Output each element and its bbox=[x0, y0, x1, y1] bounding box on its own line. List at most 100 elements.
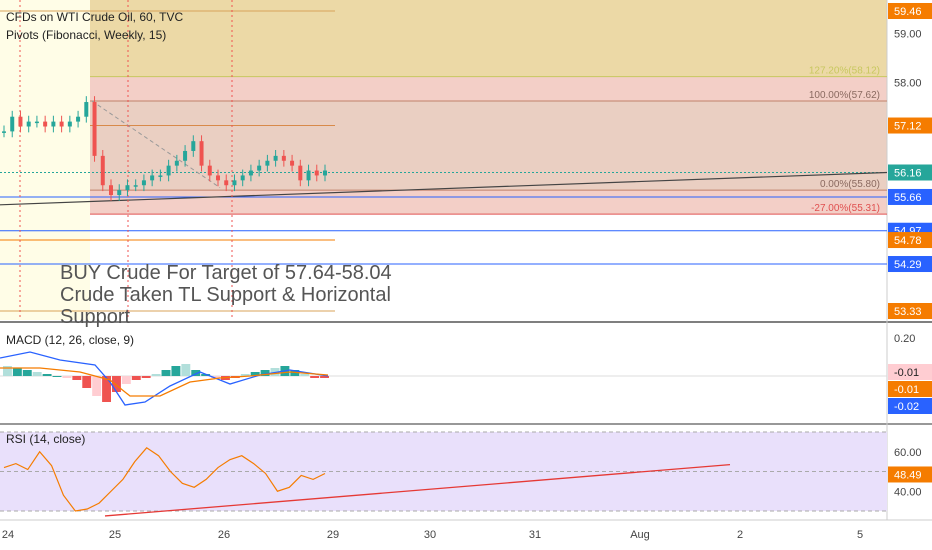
macd-histogram-bar bbox=[62, 376, 72, 378]
time-tick-2: 26 bbox=[218, 529, 230, 541]
pivot-zone-r2 bbox=[90, 0, 887, 77]
macd-badge-2-bg bbox=[888, 398, 932, 414]
fib-inner-zone bbox=[90, 101, 887, 191]
price-badge-3-bg bbox=[888, 188, 932, 205]
macd-histogram-bar bbox=[260, 370, 270, 376]
candle-body bbox=[43, 121, 48, 127]
candle-body bbox=[240, 175, 245, 181]
macd-histogram-bar bbox=[240, 374, 250, 376]
candle-body bbox=[18, 116, 23, 127]
candle-body bbox=[26, 121, 31, 127]
fib-label-1: 100.00%(57.62) bbox=[809, 90, 880, 101]
macd-badge-1-bg bbox=[888, 381, 932, 397]
macd-badge-0: -0.01 bbox=[894, 367, 919, 379]
rsi-tick-60: 60.00 bbox=[894, 447, 922, 459]
price-badge-7: 53.33 bbox=[894, 306, 922, 318]
macd-histogram-bar bbox=[121, 376, 131, 384]
candle-body bbox=[248, 170, 253, 176]
candle-body bbox=[290, 160, 295, 166]
macd-histogram-bar bbox=[300, 374, 310, 376]
candle-body bbox=[51, 121, 56, 127]
macd-badge-1: -0.01 bbox=[894, 384, 919, 396]
candle-body bbox=[2, 131, 6, 133]
price-tick-59: 59.00 bbox=[894, 29, 922, 41]
candle-body bbox=[76, 116, 81, 122]
price-badge-6-bg bbox=[888, 256, 932, 273]
chart-title: CFDs on WTI Crude Oil, 60, TVC bbox=[6, 10, 184, 24]
candle-body bbox=[150, 175, 155, 181]
candle-body bbox=[314, 170, 319, 176]
rsi-badge: 48.49 bbox=[894, 469, 922, 481]
candle-body bbox=[67, 121, 72, 127]
candle-body bbox=[232, 180, 237, 186]
macd-histogram-bar bbox=[112, 376, 121, 392]
macd-histogram-bar bbox=[52, 376, 62, 377]
fib-label-0: 127.20%(58.12) bbox=[809, 66, 880, 77]
candle-body bbox=[109, 185, 113, 196]
macd-histogram-bar bbox=[131, 376, 141, 380]
time-tick-6: Aug bbox=[630, 529, 650, 541]
rsi-trendline bbox=[104, 463, 731, 517]
candle-body bbox=[34, 121, 39, 124]
rsi-label[interactable]: RSI (14, close) bbox=[6, 432, 86, 446]
candle-body bbox=[273, 155, 278, 161]
macd-histogram-bar bbox=[161, 370, 171, 376]
macd-histogram-bar bbox=[151, 374, 161, 376]
candle-body bbox=[100, 155, 105, 186]
macd-histogram-bar bbox=[211, 376, 220, 378]
candle-body bbox=[166, 165, 171, 176]
macd-tick-020: 0.20 bbox=[894, 333, 915, 345]
signal-line bbox=[0, 367, 329, 397]
price-badge-5-bg bbox=[888, 232, 932, 249]
macd-label[interactable]: MACD (12, 26, close, 9) bbox=[6, 333, 135, 347]
candle-body bbox=[158, 175, 163, 177]
macd-histogram-bar bbox=[141, 376, 151, 378]
candle-body bbox=[183, 150, 188, 161]
candle-body bbox=[257, 165, 262, 171]
price-badge-5: 54.78 bbox=[894, 235, 922, 247]
fib-label-3: -27.00%(55.31) bbox=[811, 203, 880, 214]
price-badge-3: 55.66 bbox=[894, 192, 922, 204]
candle-body bbox=[133, 185, 138, 187]
macd-histogram-bar bbox=[181, 364, 191, 376]
trade-note-line-1: BUY Crude For Target of 57.64-58.04 bbox=[60, 262, 392, 284]
time-tick-7: 2 bbox=[737, 529, 743, 541]
candle-body bbox=[199, 141, 204, 166]
rsi-badge-bg bbox=[888, 466, 932, 483]
trade-note-line-2: Crude Taken TL Support & Horizontal bbox=[60, 284, 391, 306]
candle-body bbox=[323, 170, 327, 176]
macd-histogram-bar bbox=[12, 368, 22, 376]
candle-body bbox=[59, 121, 64, 127]
macd-histogram-bar bbox=[92, 376, 102, 396]
macd-line bbox=[0, 351, 329, 406]
price-badge-1: 57.12 bbox=[894, 121, 922, 133]
pre-session-shade bbox=[0, 0, 90, 320]
macd-histogram-bar bbox=[3, 366, 12, 376]
candle-body bbox=[224, 180, 229, 186]
price-badge-7-bg bbox=[888, 303, 932, 319]
fib-connector bbox=[91, 100, 221, 189]
trade-note-line-3: Support bbox=[60, 306, 131, 328]
candle-body bbox=[117, 190, 122, 196]
macd-histogram-bar bbox=[320, 376, 329, 378]
support-trendline bbox=[0, 171, 888, 206]
time-tick-1: 25 bbox=[109, 529, 121, 541]
macd-histogram-bar bbox=[22, 370, 32, 376]
candle-body bbox=[306, 170, 311, 181]
macd-histogram-bar bbox=[102, 376, 111, 402]
candle-body bbox=[84, 102, 89, 117]
time-tick-4: 30 bbox=[424, 529, 436, 541]
macd-histogram-bar bbox=[310, 376, 320, 378]
time-tick-8: 5 bbox=[857, 529, 863, 541]
candle-body bbox=[92, 102, 97, 156]
price-badge-1-bg bbox=[888, 117, 932, 134]
candle-body bbox=[174, 160, 179, 166]
time-tick-5: 31 bbox=[529, 529, 541, 541]
macd-histogram-bar bbox=[201, 374, 211, 376]
macd-histogram-bar bbox=[82, 376, 92, 388]
fib-label-2: 0.00%(55.80) bbox=[820, 179, 880, 190]
pivot-indicator-label[interactable]: Pivots (Fibonacci, Weekly, 15) bbox=[6, 28, 167, 42]
macd-histogram-bar bbox=[171, 366, 181, 376]
price-badge-2: 56.16 bbox=[894, 168, 922, 180]
